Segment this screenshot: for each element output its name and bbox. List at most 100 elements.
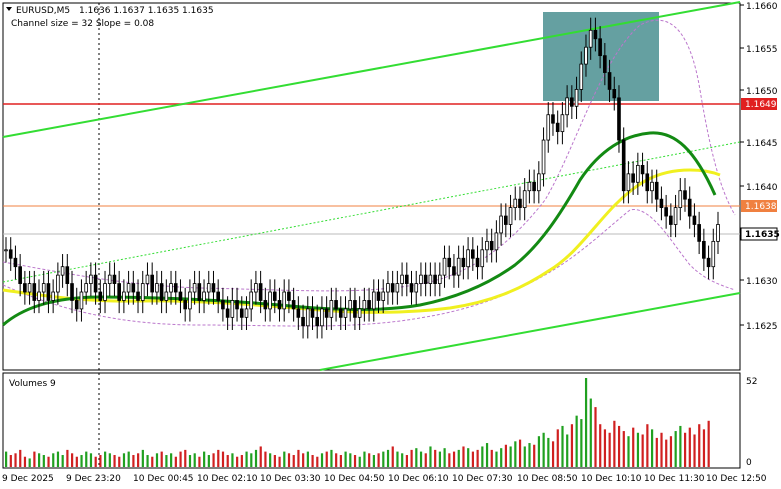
volume-bar [533,444,536,467]
candle [423,274,428,284]
ohlc-values: 1.1636 1.1637 1.1635 1.1635 [79,6,214,16]
volume-bar [165,455,168,467]
current-price-tag [740,227,778,241]
volume-bar [316,456,319,467]
volume-bar [514,441,517,467]
volume-bar [226,455,229,467]
volume-bar [504,444,508,467]
candle [216,291,220,301]
volume-bar [203,451,206,467]
volume-bar [339,455,342,467]
candle [371,291,376,310]
volume-bar [547,437,550,467]
volume-bar [551,441,555,467]
volume-bar [382,451,385,467]
volume-bar [405,455,408,467]
volume-bar [42,455,45,467]
candle [565,97,569,116]
volume-bar [561,425,564,467]
candle [315,316,320,327]
volume-bar [457,449,460,467]
candle [65,266,70,284]
candle [112,274,117,284]
volume-bar [330,449,333,467]
candle [282,291,287,310]
symbol-timeframe: EURUSD,M5 [16,6,70,16]
volume-bar [698,424,701,467]
volume-bar [14,453,17,467]
volume-bar [23,456,27,467]
candle [140,283,145,301]
volume-bar [476,449,479,467]
candle [183,300,187,310]
volume-bar [679,425,682,467]
volume-bar [702,429,706,467]
candle [188,291,192,310]
price-axis: 1.1660 1.1655 1.1650 1.1645 1.1640 1.163… [740,2,778,332]
price-tick: 1.1630 [746,277,778,287]
volume-bar [155,453,159,467]
candle [291,300,296,310]
candle [98,291,103,301]
volume-bar [240,455,243,467]
volume-bar [622,431,625,467]
candle [640,164,645,175]
volume-bar [528,443,531,467]
candle [93,274,98,293]
price-tick: 1.1625 [746,322,778,332]
time-tick: 10 Dec 06:10 [388,474,449,484]
volume-bar [273,455,276,467]
volume-bar [415,448,418,467]
volume-bar [320,453,324,467]
volume-bar [207,455,210,467]
candle [485,240,489,251]
volume-bar [462,446,465,467]
moving-average-dark [2,131,717,327]
candle [23,283,27,293]
volume-scale-max: 52 [746,377,757,387]
candle [466,249,470,268]
candle [287,291,291,301]
volume-bar [212,453,215,467]
candle [617,97,621,141]
volume-bar [99,455,102,467]
candle [18,266,22,284]
volume-bar [589,398,592,467]
candle [41,283,46,293]
candle [357,308,362,318]
volume-bar [372,455,375,467]
candle [74,300,79,310]
candle [621,139,626,192]
volume-bar [363,451,366,467]
candle [310,308,315,318]
volume-bar [438,451,442,467]
candle [206,283,211,293]
volume-bar [396,451,399,467]
time-tick: 10 Dec 00:45 [133,474,194,484]
volume-bar [632,427,635,467]
volume-bar [627,436,630,467]
candle [169,283,173,293]
volume-bar [174,456,177,467]
candle [46,283,51,301]
candle [159,283,164,301]
candle [588,29,593,48]
candle [678,190,683,209]
candle [277,300,282,310]
volume-bar [75,456,78,467]
candle [8,249,13,259]
candle [230,300,235,318]
time-tick: 9 Dec 2025 [2,474,54,484]
candle [249,291,254,310]
candle [367,300,371,310]
volume-bar [636,432,640,467]
volume-bar [66,449,69,467]
volume-bar [401,453,404,467]
candle [551,114,555,124]
dropdown-triangle-icon[interactable] [6,7,12,11]
volume-bar [500,448,503,467]
volume-bar [179,451,182,467]
candle [414,283,419,293]
candle [626,173,631,192]
